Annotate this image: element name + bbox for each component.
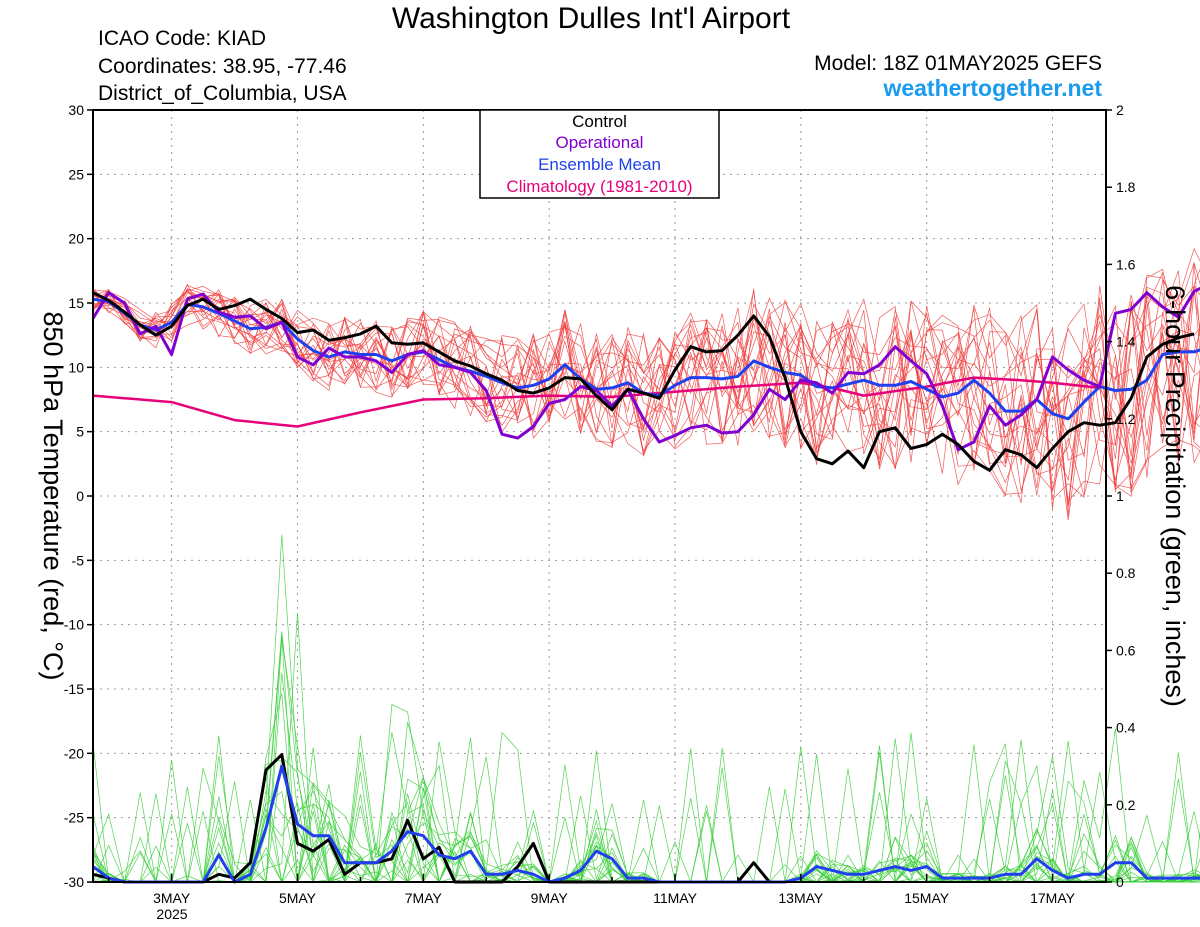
left-axis-label: 850 hPa Temperature (red, °C) xyxy=(38,312,68,681)
legend-climatology: Climatology (1981-2010) xyxy=(506,177,692,196)
coordinates: Coordinates: 38.95, -77.46 xyxy=(98,55,347,78)
y-tick-label: -20 xyxy=(64,745,84,761)
x-tick-label: 15MAY xyxy=(904,890,950,906)
series-operational-temperature xyxy=(91,286,1200,452)
y2-tick-label: 1.6 xyxy=(1116,256,1136,272)
y-tick-label: -30 xyxy=(64,874,84,890)
member-temp-line xyxy=(92,289,1200,516)
right-axis-ticks: 2 1.8 1.6 1.4 1.2 1 0.8 0.6 0.4 0.2 0 xyxy=(1106,102,1136,890)
grid-lines xyxy=(93,110,1106,882)
y-tick-label: -10 xyxy=(64,617,84,633)
right-axis-label: 6-hour Precipitation (green, inches) xyxy=(1160,285,1190,707)
year-label: 2025 xyxy=(156,906,187,922)
member-temp-line xyxy=(92,292,1200,469)
series-ensemble-mean-precipitation xyxy=(92,764,1200,884)
ensemble-members-temperature xyxy=(92,247,1200,521)
y2-tick-label: 0.6 xyxy=(1116,642,1136,658)
x-axis-ticks: 3MAY 5MAY 7MAY 9MAY 11MAY 13MAY 15MAY 17MAY xyxy=(107,874,1076,906)
y-tick-label: 5 xyxy=(76,424,84,440)
series-control-precipitation xyxy=(92,753,786,884)
legend-box: Control Operational Ensemble Mean Climat… xyxy=(479,109,720,199)
x-tick-label: 3MAY xyxy=(153,890,191,906)
region: District_of_Columbia, USA xyxy=(98,82,347,105)
x-tick-label: 5MAY xyxy=(279,890,317,906)
ensemble-members-precipitation xyxy=(92,534,1200,884)
member-temp-line xyxy=(92,274,1200,503)
y-tick-label: -5 xyxy=(72,552,85,568)
y2-tick-label: 2 xyxy=(1116,102,1124,118)
y2-tick-label: 1.4 xyxy=(1116,334,1136,350)
x-tick-label: 17MAY xyxy=(1030,890,1076,906)
y2-tick-label: 0.2 xyxy=(1116,797,1136,813)
legend-ensemble-mean: Ensemble Mean xyxy=(538,155,661,174)
member-temp-line xyxy=(92,293,1200,521)
page-title: Washington Dulles Int'l Airport xyxy=(391,2,791,35)
model-run: Model: 18Z 01MAY2025 GEFS xyxy=(814,52,1102,75)
member-precip-line xyxy=(92,747,1200,884)
legend-control: Control xyxy=(572,112,627,131)
main-series-lines xyxy=(91,286,1200,884)
y-tick-label: -25 xyxy=(64,810,84,826)
y-tick-label: 30 xyxy=(68,102,84,118)
member-precip-line xyxy=(92,612,1200,883)
y2-tick-label: 1 xyxy=(1116,488,1124,504)
member-temp-line xyxy=(92,262,1200,505)
y-tick-label: 20 xyxy=(68,231,84,247)
x-tick-label: 13MAY xyxy=(778,890,824,906)
legend-operational: Operational xyxy=(556,133,644,152)
member-temp-line xyxy=(92,279,1200,501)
x-tick-label: 9MAY xyxy=(531,890,569,906)
y-tick-label: 15 xyxy=(68,295,84,311)
member-temp-line xyxy=(92,268,1200,492)
member-temp-line xyxy=(92,247,1200,482)
y-tick-label: -15 xyxy=(64,681,84,697)
y-tick-label: 0 xyxy=(76,488,84,504)
y2-tick-label: 0.8 xyxy=(1116,565,1136,581)
y2-tick-label: 1.8 xyxy=(1116,179,1136,195)
y2-tick-label: 1.2 xyxy=(1116,411,1136,427)
x-tick-label: 11MAY xyxy=(653,890,697,906)
y2-tick-label: 0.4 xyxy=(1116,720,1136,736)
member-temp-line xyxy=(92,289,1200,509)
left-axis-ticks: 30 25 20 15 10 5 0 -5 -10 -15 -20 -25 -30 xyxy=(64,102,93,890)
icao-code: ICAO Code: KIAD xyxy=(98,27,267,50)
member-precip-line xyxy=(92,703,1200,883)
x-tick-label: 7MAY xyxy=(405,890,443,906)
y2-tick-label: 0 xyxy=(1116,874,1124,890)
site-link[interactable]: weathertogether.net xyxy=(883,75,1102,101)
series-control-temperature xyxy=(92,291,1195,472)
y-tick-label: 25 xyxy=(68,166,84,182)
y-tick-label: 10 xyxy=(68,359,84,375)
